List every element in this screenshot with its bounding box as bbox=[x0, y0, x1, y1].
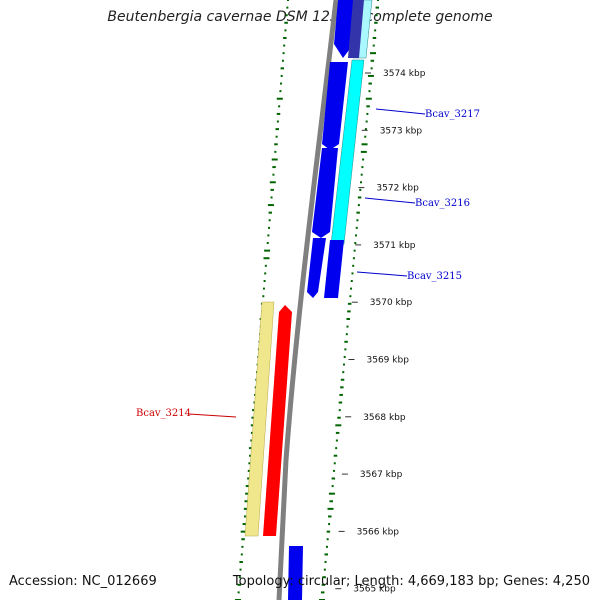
cds-block bbox=[263, 305, 292, 536]
feature-block bbox=[330, 59, 365, 245]
feature-block bbox=[244, 301, 275, 537]
cds-block bbox=[307, 238, 326, 298]
scale-label-kbp-3570: 3570 kbp bbox=[370, 298, 413, 308]
bcav-3216-leader bbox=[364, 197, 416, 204]
gene-label-bcav-3216: Bcav_3216 bbox=[415, 198, 470, 209]
scale-label-kbp-3574: 3574 kbp bbox=[383, 69, 426, 79]
gene-labels: Bcav_3217 Bcav_3216 Bcav_3215 Bcav_3214 bbox=[136, 108, 480, 419]
genome-backbone bbox=[276, 0, 339, 600]
scale-label-kbp-3573: 3573 kbp bbox=[380, 126, 423, 136]
bcav-3215-leader bbox=[356, 271, 408, 277]
gc-content-track bbox=[235, 0, 380, 600]
scale-label-kbp-3569: 3569 kbp bbox=[367, 356, 410, 366]
bcav-3217-leader bbox=[375, 108, 426, 115]
gene-label-bcav-3215: Bcav_3215 bbox=[407, 271, 462, 282]
accession-label: Accession: NC_012669 bbox=[9, 574, 157, 589]
scale-label-kbp-3572: 3572 kbp bbox=[376, 184, 419, 194]
scale-label-kbp-3566: 3566 kbp bbox=[357, 527, 400, 537]
scale-label-kbp-3565: 3565 kbp bbox=[353, 585, 396, 595]
scale-label-kbp-3568: 3568 kbp bbox=[363, 413, 406, 423]
cds-block bbox=[288, 546, 303, 600]
gene-label-bcav-3217: Bcav_3217 bbox=[425, 109, 480, 120]
scale-track: 3574 kbp 3573 kbp 3572 kbp 3571 kbp 3570 kbp… bbox=[335, 69, 426, 595]
scale-label-kbp-3571: 3571 kbp bbox=[373, 241, 416, 251]
cds-block bbox=[324, 240, 344, 298]
map-title: Beutenbergia cavernae DSM 12333, complet… bbox=[107, 9, 493, 25]
bcav-3214-leader bbox=[188, 413, 237, 418]
cds-block bbox=[348, 0, 364, 58]
gene-label-bcav-3214: Bcav_3214 bbox=[136, 408, 191, 419]
reverse-cds-track bbox=[263, 305, 292, 536]
cds-block bbox=[322, 62, 348, 150]
scale-label-kbp-3567: 3567 kbp bbox=[360, 470, 403, 480]
forward-cds-track bbox=[288, 0, 364, 600]
reverse-feature-track bbox=[244, 301, 275, 537]
topology-label: Topology: circular; Length: 4,669,183 bp… bbox=[232, 574, 590, 589]
cds-block bbox=[312, 148, 338, 238]
